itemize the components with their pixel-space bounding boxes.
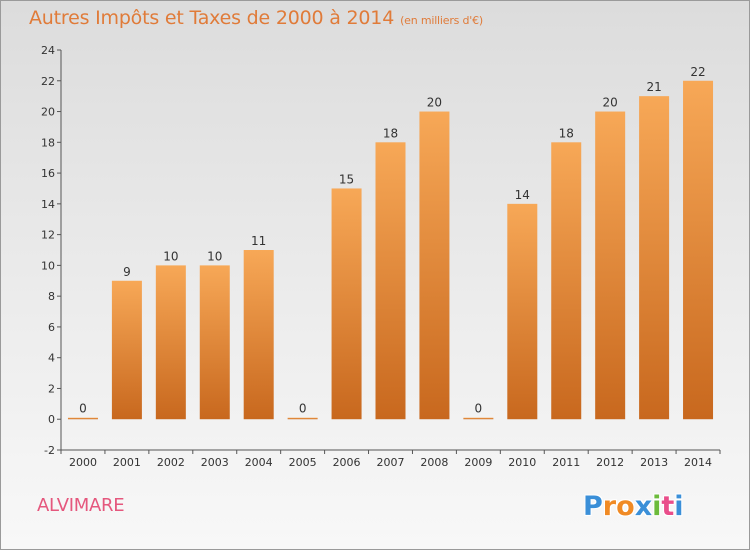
- logo-letter: r: [602, 491, 617, 522]
- x-tick-label: 2001: [113, 456, 141, 469]
- y-tick-label: -2: [44, 444, 55, 457]
- data-label: 0: [475, 402, 483, 416]
- data-label: 0: [299, 402, 307, 416]
- bar: [595, 111, 626, 420]
- logo-letter: i: [674, 491, 684, 522]
- bar: [287, 417, 318, 420]
- y-tick-label: 12: [41, 229, 55, 242]
- y-tick-label: 2: [48, 382, 55, 395]
- x-tick-label: 2009: [464, 456, 492, 469]
- data-label: 18: [383, 126, 398, 140]
- title-text: Autres Impôts et Taxes de 2000 à 2014: [29, 7, 395, 29]
- bar: [551, 142, 582, 420]
- x-tick-label: 2010: [508, 456, 536, 469]
- logo-letter: o: [616, 491, 635, 522]
- x-tick-label: 2011: [552, 456, 580, 469]
- logo-letter: t: [661, 491, 675, 522]
- y-tick-label: 4: [48, 352, 55, 365]
- x-tick-label: 2013: [640, 456, 668, 469]
- data-label: 20: [427, 96, 442, 110]
- y-tick-label: 6: [48, 321, 55, 334]
- x-tick-label: 2005: [289, 456, 317, 469]
- data-label: 10: [207, 249, 222, 263]
- bar: [111, 280, 142, 420]
- chart-title: Autres Impôts et Taxes de 2000 à 2014 (en…: [29, 7, 483, 29]
- y-tick-label: 24: [41, 44, 55, 57]
- x-tick-label: 2012: [596, 456, 624, 469]
- y-tick-label: 22: [41, 75, 55, 88]
- x-tick-label: 2003: [201, 456, 229, 469]
- data-label: 15: [339, 172, 354, 186]
- x-tick-label: 2007: [377, 456, 405, 469]
- bar: [507, 203, 538, 420]
- logo-letter: x: [634, 491, 653, 522]
- x-tick-label: 2014: [684, 456, 712, 469]
- y-tick-label: 14: [41, 198, 55, 211]
- data-label: 0: [79, 402, 87, 416]
- data-label: 22: [690, 65, 705, 79]
- data-label: 11: [251, 234, 266, 248]
- data-label: 9: [123, 265, 131, 279]
- data-label: 14: [515, 188, 530, 202]
- x-tick-label: 2006: [333, 456, 361, 469]
- y-tick-label: 18: [41, 136, 55, 149]
- bar: [463, 417, 494, 420]
- data-label: 10: [163, 249, 178, 263]
- town-name: ALVIMARE: [37, 495, 125, 516]
- bar: [683, 80, 714, 420]
- y-tick-label: 20: [41, 106, 55, 119]
- data-label: 21: [646, 80, 661, 94]
- proxiti-logo[interactable]: Proxiti: [583, 491, 684, 522]
- logo-letter: i: [652, 491, 662, 522]
- x-tick-label: 2002: [157, 456, 185, 469]
- y-tick-label: 0: [48, 413, 55, 426]
- y-tick-label: 8: [48, 290, 55, 303]
- bar: [67, 417, 98, 420]
- bar: [331, 188, 362, 420]
- unit-label: (en milliers d'€): [400, 14, 483, 27]
- y-tick-label: 10: [41, 259, 55, 272]
- data-label: 20: [603, 96, 618, 110]
- bar: [639, 96, 670, 420]
- data-label: 18: [559, 126, 574, 140]
- bar: [419, 111, 450, 420]
- logo-letter: P: [583, 491, 603, 522]
- x-tick-label: 2004: [245, 456, 273, 469]
- x-tick-label: 2000: [69, 456, 97, 469]
- bar: [375, 142, 406, 420]
- x-tick-label: 2008: [420, 456, 448, 469]
- bar: [155, 265, 186, 420]
- y-tick-label: 16: [41, 167, 55, 180]
- bar: [243, 250, 274, 420]
- bar: [199, 265, 230, 420]
